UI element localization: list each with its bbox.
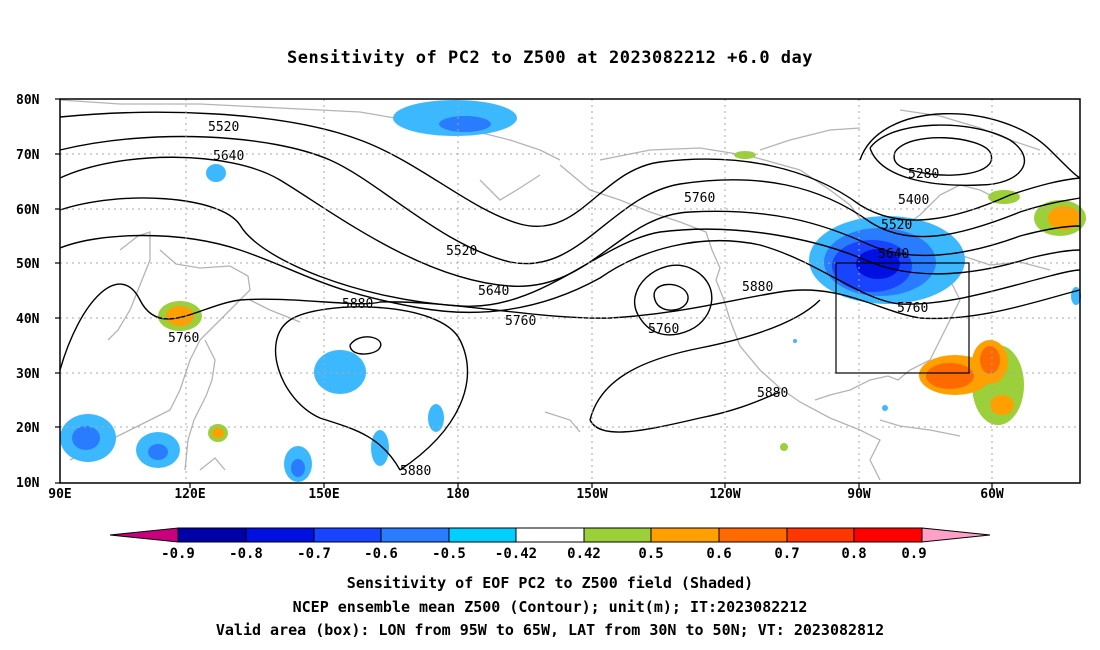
colorbar-cell — [177, 527, 247, 543]
footer-line-valid-area: Valid area (box): LON from 95W to 65W, L… — [215, 621, 885, 639]
contour-label: 5400 — [898, 193, 929, 208]
contour-label: 5880 — [742, 280, 773, 295]
colorbar-label: 0.7 — [774, 546, 799, 562]
colorbar-cell — [313, 527, 382, 543]
colorbar-cell — [515, 527, 585, 543]
colorbar-cell — [718, 527, 788, 543]
colorbar-label: 0.9 — [901, 546, 926, 562]
colorbar-label: 0.42 — [567, 546, 601, 562]
colorbar-label: -0.8 — [229, 546, 263, 562]
x-tick-label: 120E — [174, 487, 205, 502]
valid-area-box — [835, 262, 970, 374]
y-tick-label: 70N — [16, 148, 40, 163]
contour-label: 5760 — [897, 301, 928, 316]
colorbar-label: -0.9 — [161, 546, 195, 562]
contour-label: 5520 — [446, 244, 477, 259]
colorbar-label: 0.6 — [706, 546, 731, 562]
colorbar-label: 0.8 — [841, 546, 866, 562]
y-tick-label: 40N — [16, 312, 40, 327]
colorbar-label: 0.5 — [638, 546, 663, 562]
contour-label: 5640 — [478, 284, 509, 299]
colorbar-cell — [650, 527, 720, 543]
footer-line-contour: NCEP ensemble mean Z500 (Contour); unit(… — [292, 598, 808, 616]
x-tick-label: 180 — [446, 487, 470, 502]
colorbar-label: -0.6 — [364, 546, 398, 562]
graticule — [60, 99, 1080, 483]
contour-label: 5760 — [505, 314, 536, 329]
contour-label: 5640 — [878, 247, 909, 262]
colorbar-cell — [245, 527, 315, 543]
contour-label: 5520 — [881, 218, 912, 233]
y-tick-label: 80N — [16, 93, 40, 108]
colorbar-labels: -0.9 -0.8 -0.7 -0.6 -0.5 -0.42 0.42 0.5 … — [161, 546, 927, 562]
x-tick-label: 150E — [308, 487, 339, 502]
colorbar-label: -0.5 — [432, 546, 466, 562]
y-tick-label: 30N — [16, 367, 40, 382]
shaded-field — [60, 100, 1086, 482]
contour-label: 5760 — [648, 322, 679, 337]
colorbar — [109, 527, 991, 543]
x-tick-label: 120W — [709, 487, 740, 502]
y-axis: 80N 70N 60N 50N 40N 30N 20N 10N — [16, 93, 60, 491]
colorbar-cell — [448, 527, 517, 543]
y-tick-label: 60N — [16, 203, 40, 218]
contour-labels: 5520 5640 5520 5640 5760 5760 5880 5760 … — [168, 120, 939, 479]
contour-label: 5520 — [208, 120, 239, 135]
colorbar-arrow-right — [921, 527, 991, 543]
y-tick-label: 20N — [16, 421, 40, 436]
contour-label: 5280 — [908, 167, 939, 182]
colorbar-cell — [380, 527, 450, 543]
contour-label: 5880 — [400, 464, 431, 479]
contour-label: 5640 — [213, 149, 244, 164]
colorbar-label: -0.42 — [495, 546, 537, 562]
x-tick-label: 60W — [980, 487, 1004, 502]
z500-contours — [59, 111, 1081, 471]
contour-label: 5880 — [757, 386, 788, 401]
x-tick-label: 150W — [576, 487, 607, 502]
colorbar-arrow-left — [109, 527, 179, 543]
colorbar-cell — [853, 527, 923, 543]
footer-line-shaded: Sensitivity of EOF PC2 to Z500 field (Sh… — [346, 574, 754, 592]
colorbar-cell — [583, 527, 652, 543]
contour-label: 5760 — [684, 191, 715, 206]
y-tick-label: 50N — [16, 257, 40, 272]
colorbar-cell — [786, 527, 855, 543]
x-tick-label: 90E — [48, 487, 71, 502]
map-panel: 5520 5640 5520 5640 5760 5760 5880 5760 … — [59, 98, 1086, 484]
x-tick-label: 90W — [847, 487, 871, 502]
y-tick-label: 10N — [16, 476, 40, 491]
colorbar-label: -0.7 — [297, 546, 331, 562]
contour-label: 5880 — [342, 297, 373, 312]
x-axis: 90E 120E 150E 180 150W 120W 90W 60W — [48, 483, 1004, 502]
map-title: Sensitivity of PC2 to Z500 at 2023082212… — [286, 48, 813, 68]
contour-label: 5760 — [168, 331, 199, 346]
